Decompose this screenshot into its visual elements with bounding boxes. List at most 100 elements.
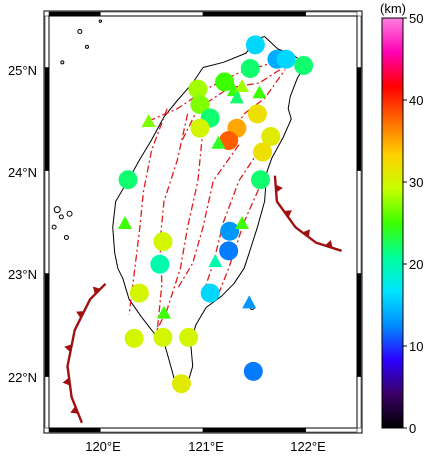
station-circle	[220, 221, 240, 241]
frame-band-bottom	[305, 427, 358, 433]
station-triangle	[211, 135, 226, 149]
frame-band-left	[44, 170, 50, 274]
station-circle	[219, 241, 239, 261]
station-triangle	[235, 216, 250, 230]
station-circle	[124, 328, 144, 348]
fault-line	[176, 144, 240, 290]
frame-band-bottom	[100, 427, 204, 433]
frame-band-right	[356, 273, 362, 377]
station-circle	[215, 72, 235, 92]
trench-barb	[92, 286, 101, 295]
station-circle	[240, 59, 260, 79]
lat-label-25: 25°N	[8, 63, 37, 78]
small-island	[60, 60, 65, 65]
station-circle	[245, 35, 265, 55]
station-triangle	[242, 295, 257, 309]
frame-band-bottom	[202, 427, 306, 433]
station-circle	[261, 127, 281, 147]
frame-band-left	[44, 273, 50, 377]
depth-colorbar: (km) 50 40 30 20 10 0	[380, 1, 423, 436]
frame-band-top	[100, 11, 204, 17]
station-circle	[247, 104, 267, 124]
plot-border	[48, 15, 358, 429]
small-island	[58, 214, 64, 220]
trench-barb	[76, 311, 85, 319]
frame-band-left	[44, 15, 50, 68]
small-island	[66, 210, 73, 217]
colorbar-label-20: 20	[409, 257, 423, 272]
lat-label-23: 23°N	[8, 267, 37, 282]
station-circle	[253, 142, 273, 162]
trench-barb	[70, 406, 79, 414]
station-circle	[153, 327, 173, 347]
trench-barb	[275, 184, 283, 193]
fault-line	[156, 113, 189, 336]
fault-line	[156, 129, 204, 331]
station-circle	[190, 95, 210, 115]
frame-band-left	[44, 376, 50, 429]
colorbar-label-30: 30	[409, 175, 423, 190]
small-island	[51, 224, 57, 230]
station-circle	[150, 254, 170, 274]
small-island	[53, 206, 61, 214]
lat-label-24: 24°N	[8, 165, 37, 180]
colorbar-label-10: 10	[409, 339, 423, 354]
station-circle	[276, 49, 296, 69]
colorbar-unit: (km)	[380, 1, 406, 16]
station-circle	[171, 374, 191, 394]
fault-line	[128, 108, 168, 315]
small-island	[84, 44, 89, 49]
trench-barb	[62, 377, 71, 386]
frame-band-left	[44, 67, 50, 171]
station-circle	[190, 118, 210, 138]
station-circle	[153, 232, 173, 252]
colorbar-label-0: 0	[409, 421, 416, 436]
lon-label-121: 121°E	[188, 439, 224, 454]
trench-line	[273, 175, 342, 252]
colorbar-ticks	[403, 17, 407, 429]
station-triangle	[208, 254, 223, 268]
trench-barb	[64, 344, 72, 353]
lat-label-22: 22°N	[8, 370, 37, 385]
frame-band-top	[48, 11, 101, 17]
frame-band-right	[356, 15, 362, 68]
station-circle	[118, 170, 138, 190]
fault-line	[202, 149, 261, 295]
station-triangle	[141, 114, 156, 128]
trench-barb	[302, 229, 310, 238]
frame-band-right	[356, 376, 362, 429]
station-circle	[188, 79, 208, 99]
colorbar-label-50: 50	[409, 11, 423, 26]
subduction-trenches	[62, 175, 342, 424]
small-island	[98, 19, 103, 23]
trench-barb	[324, 240, 333, 248]
station-triangle	[156, 305, 171, 319]
station-triangle	[235, 79, 250, 93]
frame-band-right	[356, 170, 362, 274]
station-circle	[200, 283, 220, 303]
colorbar-gradient	[381, 17, 404, 429]
stations-layer	[117, 35, 314, 394]
colorbar-label-40: 40	[409, 93, 423, 108]
frame-band-top	[305, 11, 358, 17]
trench-line	[66, 282, 107, 424]
axis-labels: 120°E 121°E 122°E 25°N 24°N 23°N 22°N	[8, 63, 326, 454]
station-circle	[294, 55, 314, 75]
fault-line	[217, 175, 266, 295]
station-circle	[219, 131, 239, 151]
lon-label-120: 120°E	[85, 439, 121, 454]
station-circle	[129, 283, 149, 303]
station-circle	[250, 170, 270, 190]
small-island	[63, 234, 69, 240]
frame-band-top	[202, 11, 306, 17]
small-island	[77, 28, 83, 34]
frame-band-bottom	[48, 427, 101, 433]
station-circle	[179, 327, 199, 347]
frame-band-right	[356, 67, 362, 171]
station-triangle	[252, 85, 267, 99]
lon-label-122: 122°E	[290, 439, 326, 454]
station-circle	[243, 361, 263, 381]
trench-barb	[283, 210, 292, 218]
station-triangle	[117, 216, 132, 230]
